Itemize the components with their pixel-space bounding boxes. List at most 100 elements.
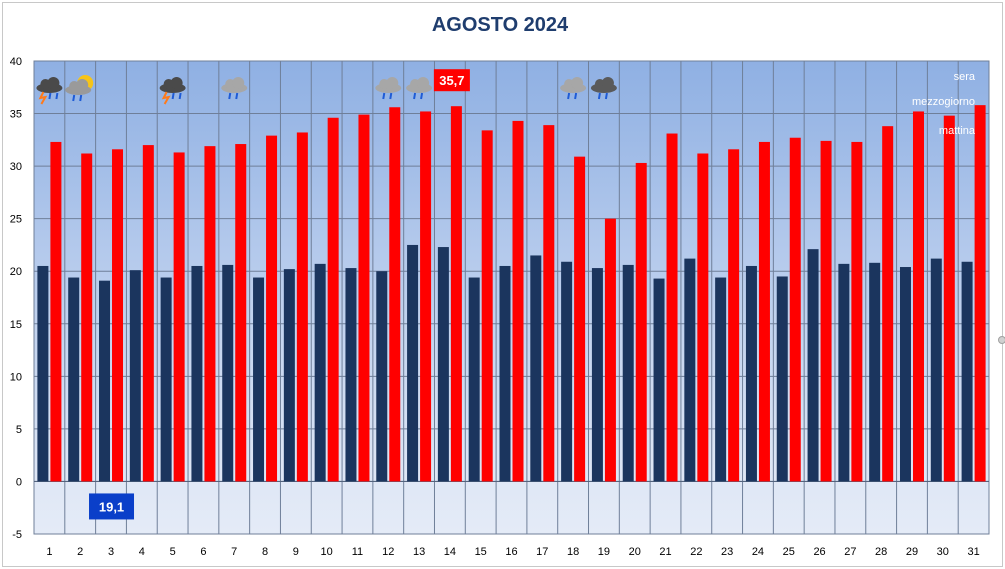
bar-mattina bbox=[37, 265, 49, 482]
bar-mattina bbox=[407, 244, 419, 482]
x-tick-label: 15 bbox=[475, 546, 487, 558]
bar-mattina bbox=[838, 263, 850, 482]
bar-mattina bbox=[561, 261, 573, 482]
x-tick-label: 6 bbox=[200, 546, 206, 558]
x-tick-label: 25 bbox=[783, 546, 795, 558]
bar-mattina bbox=[961, 261, 973, 482]
bar-mattina bbox=[499, 265, 511, 482]
x-tick-label: 21 bbox=[659, 546, 671, 558]
y-tick-label: 10 bbox=[10, 371, 22, 383]
chart-title: AGOSTO 2024 bbox=[431, 14, 569, 36]
x-tick-label: 18 bbox=[567, 546, 579, 558]
bar-mezzogiorno bbox=[112, 149, 124, 482]
legend-entry: sera bbox=[954, 71, 976, 83]
y-tick-label: 40 bbox=[10, 56, 22, 68]
y-tick-label: 30 bbox=[10, 161, 22, 173]
y-tick-label: 5 bbox=[16, 424, 22, 436]
rain-cloud-icon bbox=[560, 77, 587, 100]
bar-mattina bbox=[345, 268, 357, 482]
heavy-rain-cloud-icon bbox=[590, 77, 617, 100]
bar-mattina bbox=[191, 265, 203, 482]
bar-mezzogiorno bbox=[266, 135, 278, 482]
light-rain-cloud-icon bbox=[406, 77, 433, 100]
bar-mezzogiorno bbox=[296, 132, 308, 482]
bar-mattina bbox=[684, 258, 696, 482]
bar-mattina bbox=[253, 277, 265, 482]
legend-entry: mattina bbox=[939, 125, 976, 137]
callout-label: 35,7 bbox=[439, 73, 464, 88]
x-tick-label: 7 bbox=[231, 546, 237, 558]
x-tick-label: 13 bbox=[413, 546, 425, 558]
bar-mezzogiorno bbox=[543, 125, 555, 482]
bar-mezzogiorno bbox=[697, 153, 709, 482]
bar-mezzogiorno bbox=[882, 126, 894, 482]
bar-mezzogiorno bbox=[481, 130, 493, 482]
bar-mezzogiorno bbox=[851, 141, 863, 482]
bar-mattina bbox=[776, 276, 788, 482]
bar-mattina bbox=[129, 270, 141, 482]
bar-mezzogiorno bbox=[420, 111, 432, 482]
bar-mattina bbox=[807, 249, 819, 482]
bar-mattina bbox=[899, 267, 911, 482]
bar-mezzogiorno bbox=[235, 144, 247, 482]
bar-mezzogiorno bbox=[574, 156, 586, 482]
bar-mezzogiorno bbox=[789, 137, 801, 482]
x-tick-label: 4 bbox=[139, 546, 145, 558]
x-tick-label: 20 bbox=[629, 546, 641, 558]
bar-mezzogiorno bbox=[635, 162, 647, 482]
x-tick-label: 28 bbox=[875, 546, 887, 558]
x-tick-label: 5 bbox=[170, 546, 176, 558]
x-tick-label: 17 bbox=[536, 546, 548, 558]
bar-mezzogiorno bbox=[912, 111, 924, 482]
bar-mezzogiorno bbox=[327, 117, 339, 482]
x-tick-label: 11 bbox=[352, 546, 363, 558]
bar-mattina bbox=[468, 277, 480, 482]
bar-mezzogiorno bbox=[142, 145, 154, 482]
x-tick-label: 12 bbox=[382, 546, 394, 558]
y-tick-label: 35 bbox=[10, 109, 22, 121]
x-tick-label: 3 bbox=[108, 546, 114, 558]
bar-mezzogiorno bbox=[728, 149, 740, 482]
bar-mezzogiorno bbox=[450, 106, 462, 482]
x-tick-label: 14 bbox=[444, 546, 456, 558]
light-rain-cloud-icon bbox=[375, 77, 402, 100]
bar-mattina bbox=[715, 277, 727, 482]
x-tick-label: 31 bbox=[967, 546, 979, 558]
x-tick-label: 16 bbox=[505, 546, 517, 558]
x-tick-label: 22 bbox=[690, 546, 702, 558]
y-tick-label: -5 bbox=[12, 529, 22, 541]
x-tick-label: 27 bbox=[844, 546, 856, 558]
x-tick-label: 2 bbox=[77, 546, 83, 558]
bar-mezzogiorno bbox=[604, 218, 616, 482]
x-tick-label: 9 bbox=[293, 546, 299, 558]
bar-mattina bbox=[745, 265, 757, 482]
max-callout: 35,7 bbox=[433, 69, 470, 92]
bar-mattina bbox=[930, 258, 942, 482]
bar-mattina bbox=[591, 268, 603, 482]
thunderstorm-icon bbox=[159, 77, 186, 105]
bar-mezzogiorno bbox=[50, 141, 62, 482]
resize-handle[interactable] bbox=[998, 336, 1005, 344]
x-tick-label: 8 bbox=[262, 546, 268, 558]
x-tick-label: 24 bbox=[752, 546, 764, 558]
bar-mezzogiorno bbox=[943, 115, 955, 482]
y-tick-label: 0 bbox=[16, 476, 22, 488]
min-callout: 19,1 bbox=[89, 493, 135, 520]
bar-mattina bbox=[314, 263, 326, 482]
bar-mezzogiorno bbox=[666, 133, 678, 482]
x-tick-label: 30 bbox=[937, 546, 949, 558]
bar-mattina bbox=[653, 278, 665, 482]
bar-mattina bbox=[530, 255, 542, 482]
x-tick-label: 19 bbox=[598, 546, 610, 558]
y-tick-label: 15 bbox=[10, 319, 22, 331]
bar-mezzogiorno bbox=[204, 146, 216, 482]
bar-mezzogiorno bbox=[820, 140, 832, 482]
bar-mattina bbox=[99, 280, 111, 482]
x-tick-label: 23 bbox=[721, 546, 733, 558]
bar-mezzogiorno bbox=[358, 114, 370, 482]
bar-mezzogiorno bbox=[173, 152, 185, 482]
x-tick-label: 10 bbox=[321, 546, 333, 558]
bar-mattina bbox=[376, 271, 388, 482]
x-tick-label: 26 bbox=[813, 546, 825, 558]
bar-mattina bbox=[869, 262, 881, 482]
